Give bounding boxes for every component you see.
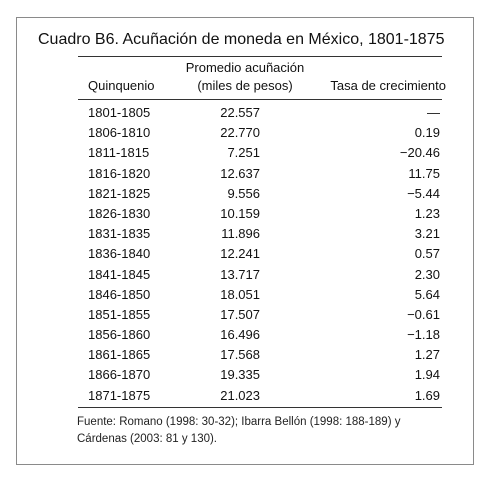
bottom-rule <box>78 407 442 408</box>
cell-quinquenio: 1841-1845 <box>88 266 151 282</box>
table-row: 1801-1805 22.557 — <box>0 103 492 123</box>
cell-tasa: 1.27 <box>414 347 440 363</box>
cell-tasa: 2.30 <box>414 266 440 282</box>
cell-quinquenio: 1816-1820 <box>88 165 151 181</box>
table-row: 1856-1860 16.496 −1.18 <box>0 325 492 345</box>
cell-tasa: −1.18 <box>407 327 440 343</box>
cell-quinquenio: 1826-1830 <box>88 205 151 221</box>
source-note: Fuente: Romano (1998: 30-32); Ibarra Bel… <box>77 416 401 445</box>
cell-promedio: 21.023 <box>220 387 260 403</box>
table-row: 1816-1820 12.637 11.75 <box>0 164 492 184</box>
cell-promedio: 22.557 <box>220 105 260 120</box>
cell-promedio: 12.241 <box>220 246 260 262</box>
cell-quinquenio: 1856-1860 <box>88 327 151 343</box>
cell-tasa: 1.69 <box>414 387 440 403</box>
cell-quinquenio: 1831-1835 <box>88 226 151 242</box>
cell-quinquenio: 1801-1805 <box>88 105 151 120</box>
cell-tasa: — <box>427 105 440 120</box>
table-row: 1831-1835 11.896 3.21 <box>0 224 492 244</box>
table-row: 1861-1865 17.568 1.27 <box>0 345 492 365</box>
cell-quinquenio: 1806-1810 <box>88 125 151 141</box>
table-body: 1801-1805 22.557 — 1806-1810 22.770 0.19 1811-… <box>0 103 492 406</box>
cell-promedio: 12.637 <box>220 165 260 181</box>
cell-quinquenio: 1836-1840 <box>88 246 151 262</box>
cell-quinquenio: 1811-1815 <box>88 145 150 161</box>
cell-promedio: 22.770 <box>220 125 260 141</box>
header-tasa: Tasa de crecimiento <box>330 78 446 93</box>
table-row: 1811-1815 7.251 −20.46 <box>0 143 492 163</box>
cell-promedio: 16.496 <box>220 327 260 343</box>
cell-quinquenio: 1846-1850 <box>88 286 151 302</box>
header-rule <box>78 99 442 100</box>
cell-quinquenio: 1821-1825 <box>88 185 151 201</box>
table-title: Cuadro B6. Acuñación de moneda en México… <box>38 31 445 48</box>
cell-quinquenio: 1851-1855 <box>88 306 151 322</box>
cell-promedio: 11.896 <box>221 226 260 242</box>
cell-tasa: −5.44 <box>407 185 440 201</box>
table-row: 1871-1875 21.023 1.69 <box>0 386 492 406</box>
cell-promedio: 7.251 <box>227 145 260 161</box>
cell-quinquenio: 1861-1865 <box>88 347 151 363</box>
cell-tasa: 1.94 <box>414 367 440 383</box>
header-quinquenio: Quinquenio <box>88 78 155 93</box>
cell-promedio: 19.335 <box>220 367 260 383</box>
cell-quinquenio: 1871-1875 <box>88 387 151 403</box>
cell-tasa: 0.19 <box>414 125 440 141</box>
cell-tasa: 3.21 <box>414 226 440 242</box>
cell-promedio: 10.159 <box>220 205 260 221</box>
table-row: 1806-1810 22.770 0.19 <box>0 123 492 143</box>
header-promedio-line2: (miles de pesos) <box>197 78 293 93</box>
cell-promedio: 13.717 <box>220 266 260 282</box>
table-row: 1851-1855 17.507 −0.61 <box>0 305 492 325</box>
table-row: 1841-1845 13.717 2.30 <box>0 265 492 285</box>
cell-promedio: 18.051 <box>220 286 260 302</box>
table-row: 1836-1840 12.241 0.57 <box>0 244 492 264</box>
table-row: 1866-1870 19.335 1.94 <box>0 365 492 385</box>
cell-quinquenio: 1866-1870 <box>88 367 151 383</box>
top-rule <box>78 56 442 57</box>
table-frame <box>16 17 474 465</box>
header-promedio-line1: Promedio acuñación <box>185 60 305 75</box>
cell-tasa: 1.23 <box>414 205 440 221</box>
cell-promedio: 17.507 <box>220 306 260 322</box>
table-row: 1826-1830 10.159 1.23 <box>0 204 492 224</box>
cell-tasa: −20.46 <box>399 145 440 161</box>
cell-tasa: 0.57 <box>414 246 440 262</box>
cell-tasa: 11.75 <box>408 165 440 181</box>
cell-tasa: −0.61 <box>407 306 440 322</box>
table-row: 1821-1825 9.556 −5.44 <box>0 184 492 204</box>
cell-promedio: 17.568 <box>220 347 260 363</box>
cell-promedio: 9.556 <box>227 185 260 201</box>
cell-tasa: 5.64 <box>414 286 440 302</box>
table-row: 1846-1850 18.051 5.64 <box>0 285 492 305</box>
